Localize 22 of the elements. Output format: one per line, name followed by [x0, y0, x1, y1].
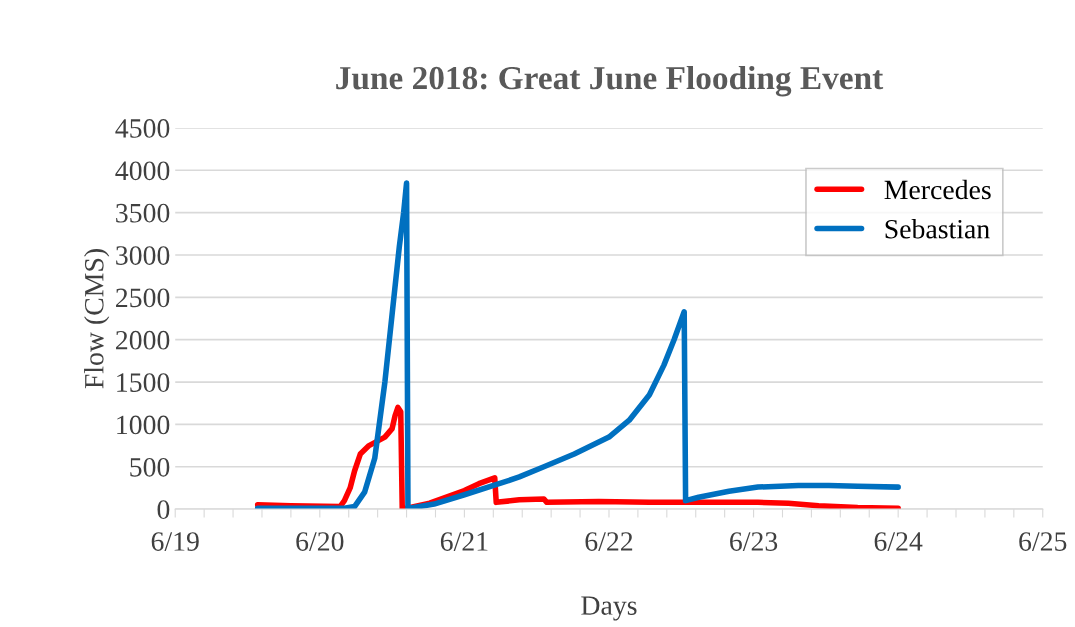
- legend-label: Mercedes: [884, 179, 991, 200]
- y-tick-label: 1500: [117, 373, 170, 392]
- legend-label: Sebastian: [885, 219, 990, 239]
- x-tick-label: 6/23: [730, 532, 778, 551]
- y-axis-title: Flow (CMS): [84, 249, 110, 389]
- y-tick-label: 4500: [115, 119, 170, 138]
- y-tick-label: 500: [130, 457, 170, 477]
- chart-title: June 2018: Great June Flooding Event: [336, 65, 884, 97]
- x-tick-label: 6/19: [151, 532, 199, 551]
- x-tick-label: 6/20: [296, 532, 344, 551]
- y-tick-label: 0: [157, 500, 170, 520]
- x-tick-label: 6/21: [440, 532, 488, 551]
- y-tick-label: 3500: [116, 203, 170, 223]
- y-tick-label: 1000: [117, 415, 170, 435]
- x-tick-label: 6/22: [585, 532, 633, 551]
- y-tick-label: 4000: [115, 161, 170, 181]
- y-tick-label: 2500: [116, 288, 170, 308]
- x-tick-label: 6/24: [874, 532, 923, 551]
- x-tick-label: 6/25: [1019, 532, 1067, 551]
- y-tick-label: 3000: [116, 246, 170, 265]
- x-axis-title: Days: [581, 596, 637, 621]
- y-tick-label: 2000: [116, 330, 170, 350]
